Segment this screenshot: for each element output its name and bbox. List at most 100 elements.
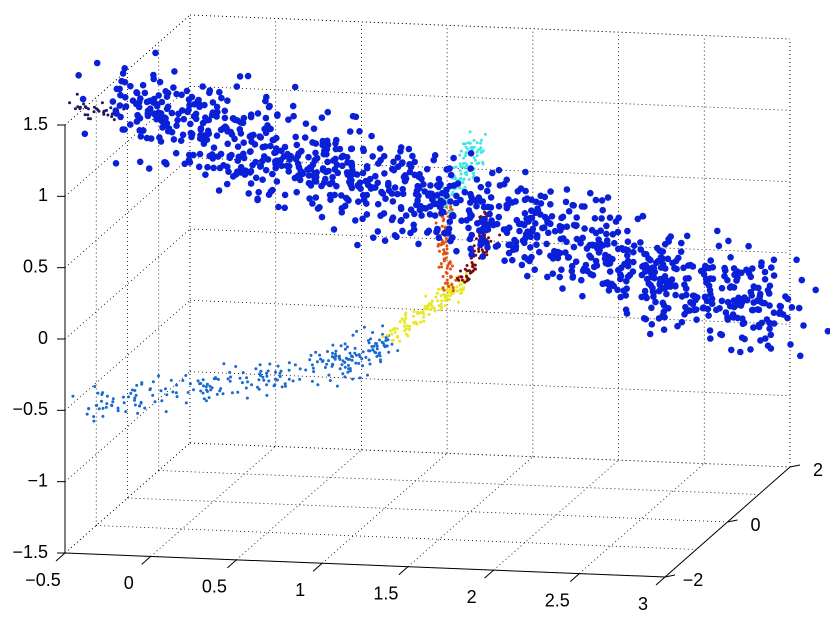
data-point (361, 350, 365, 354)
data-point (706, 327, 714, 334)
data-point (309, 353, 313, 357)
grid-line-back-z (189, 85, 791, 111)
data-point (483, 187, 491, 195)
data-point (298, 367, 302, 371)
data-point (372, 172, 379, 180)
x-tick-label: 0 (124, 573, 134, 593)
data-point (446, 165, 453, 172)
data-point (503, 204, 511, 212)
data-point (234, 143, 242, 150)
data-point (110, 404, 114, 408)
data-point (450, 193, 454, 196)
data-point (100, 101, 104, 105)
data-point (172, 149, 180, 157)
data-point (761, 268, 769, 276)
data-point (121, 126, 128, 133)
data-point (423, 165, 431, 173)
data-point (444, 271, 448, 274)
data-point (341, 372, 345, 376)
data-point (262, 114, 270, 122)
data-point (384, 339, 388, 343)
data-point (205, 130, 213, 137)
data-point (312, 140, 320, 147)
data-point (683, 291, 690, 299)
data-point (630, 258, 637, 266)
data-point (390, 342, 394, 346)
data-point (265, 191, 273, 198)
data-point (793, 256, 800, 264)
data-point (762, 335, 769, 342)
data-point (459, 291, 463, 295)
grid-line-back-z (189, 442, 791, 468)
data-point (569, 274, 576, 281)
data-point (450, 154, 457, 162)
data-point (151, 393, 155, 397)
data-point (244, 72, 252, 80)
data-point (487, 236, 490, 240)
data-point (467, 199, 474, 206)
data-point (485, 250, 489, 253)
data-point (102, 109, 106, 113)
data-point (439, 262, 443, 266)
data-point (408, 324, 412, 328)
data-point (237, 163, 245, 171)
data-point (472, 138, 476, 142)
data-point (352, 217, 359, 224)
data-point (222, 362, 226, 366)
x-tick-mark (55, 552, 66, 562)
data-point (371, 348, 375, 352)
data-point (606, 214, 614, 221)
data-point (692, 296, 699, 304)
data-point (313, 154, 321, 162)
data-point (130, 388, 134, 392)
y-tick-label: 0 (750, 515, 760, 535)
data-point (204, 385, 208, 389)
data-point (290, 112, 297, 120)
data-point (750, 283, 758, 290)
data-point (287, 361, 291, 365)
data-point (234, 157, 242, 164)
data-point (765, 290, 773, 297)
data-point (617, 293, 624, 301)
data-point (354, 361, 358, 365)
data-point (761, 276, 769, 283)
data-point (210, 144, 218, 151)
z-tick-label: −1 (27, 470, 48, 490)
data-point (747, 273, 755, 281)
data-point (274, 370, 277, 374)
data-point (472, 145, 476, 149)
data-point (446, 294, 450, 297)
data-point (310, 363, 314, 367)
data-point (477, 161, 481, 165)
data-point (369, 153, 377, 160)
data-point (747, 346, 754, 353)
grid-line-floor-x (579, 463, 705, 574)
data-point (344, 356, 348, 360)
data-point (533, 234, 541, 241)
data-point (319, 165, 327, 172)
data-point (471, 263, 475, 267)
data-point (489, 169, 496, 177)
data-point (312, 149, 319, 157)
data-point (770, 272, 778, 279)
data-point (315, 360, 319, 364)
data-point (201, 378, 205, 382)
data-point (339, 152, 347, 160)
data-point (121, 65, 128, 72)
data-point (573, 214, 580, 221)
data-point (661, 240, 669, 248)
data-point (150, 95, 158, 103)
data-point (379, 190, 387, 197)
data-point (588, 226, 596, 234)
z-tick-label: −0.5 (12, 399, 48, 419)
data-point (401, 177, 409, 185)
data-point (411, 210, 418, 218)
data-point (306, 195, 313, 202)
data-point (451, 286, 455, 290)
data-point (364, 355, 368, 359)
data-point (412, 310, 416, 314)
data-point (533, 241, 540, 248)
data-point (168, 109, 176, 117)
data-point (354, 353, 358, 357)
data-point (213, 103, 221, 111)
